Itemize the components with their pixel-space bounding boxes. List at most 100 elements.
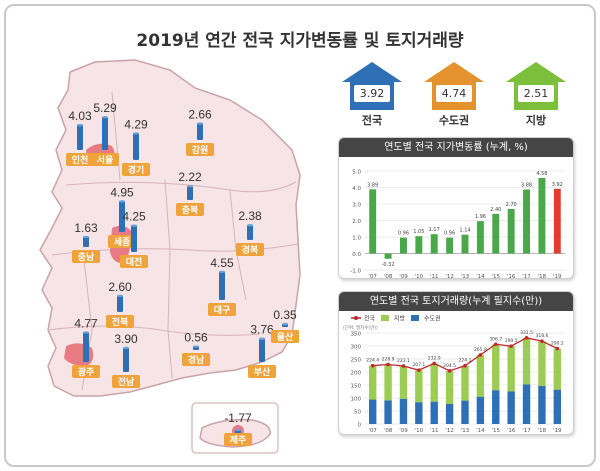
map-value-label: 2.38 [238, 209, 262, 223]
x-tick-label: '16 [507, 428, 516, 434]
bar-capital [492, 390, 500, 424]
bar [492, 213, 500, 254]
line-point [370, 363, 375, 368]
unit-label: (단위: 필지수(만)) [343, 324, 378, 331]
map-region-badge [236, 243, 264, 256]
x-tick-label: '09 [399, 274, 408, 279]
map-region-label: 대구 [214, 304, 231, 316]
data-label: 265.8 [474, 347, 487, 353]
bar-local [445, 370, 454, 404]
bar-local [538, 341, 546, 386]
map-value-label: 4.77 [74, 316, 98, 330]
line-point [509, 344, 513, 348]
map-region-label: 부산 [254, 366, 271, 378]
bar-capital [445, 403, 454, 424]
y-tick-label: -1.0 [350, 269, 361, 275]
bar-capital [384, 400, 392, 424]
bar [553, 188, 561, 254]
x-tick-label: '16 [507, 274, 516, 279]
data-label: 1.96 [475, 214, 486, 220]
data-label: 224.1 [459, 358, 472, 364]
map-region-label: 전남 [118, 376, 135, 388]
bar-capital [507, 391, 515, 424]
data-label: 207.1 [412, 362, 425, 368]
map-region-label: 충남 [78, 251, 95, 263]
bar-local [369, 365, 377, 400]
bar [538, 177, 546, 254]
bar [430, 234, 438, 254]
map-value-label: 4.25 [122, 210, 146, 224]
line-point [524, 336, 529, 340]
x-tick-label: '19 [553, 274, 562, 279]
map-region-label: 대전 [126, 256, 143, 268]
y-tick-label: 2.0 [352, 219, 361, 225]
bar-local [461, 365, 469, 401]
map-region-badge [72, 365, 100, 378]
data-label: 224.4 [366, 358, 379, 364]
bar [461, 234, 469, 254]
map-region-badge [176, 203, 204, 216]
map-region-badge [91, 153, 119, 166]
line-point [417, 368, 421, 372]
x-tick-label: '11 [430, 274, 439, 279]
line-point [432, 361, 437, 366]
land-trade-bar-chart: 전국 지방 수도권 (단위: 필지수(만))350 300 250 200 150 100 50 0… [343, 315, 565, 434]
map-region-badge [72, 250, 100, 263]
x-tick-label: '11 [430, 428, 439, 434]
y-tick-label: 300 [351, 345, 362, 351]
bar [523, 189, 530, 254]
x-tick-label: '19 [553, 428, 562, 434]
map-region-label: 충북 [182, 204, 199, 216]
map-region-label: 경기 [128, 164, 145, 176]
map-region-label: 인천 [72, 155, 89, 166]
land-price-chart-card: 연도별 전국 지가변동률 (누계, %) 5.0 4.0 3.0 2.0 1.0 0.0 -… [338, 137, 574, 279]
bar-local [507, 346, 515, 392]
bar-local [522, 337, 531, 385]
bar [400, 237, 407, 254]
x-tick-label: '09 [399, 428, 408, 434]
map-value-label: 3.76 [250, 323, 274, 337]
data-label: 1.05 [413, 229, 424, 235]
data-label: 3.88 [521, 182, 532, 188]
x-tick-label: '12 [445, 274, 454, 279]
bar-local [476, 354, 485, 397]
summary-capital-label: 수도권 [438, 114, 470, 127]
summary-local-value: 2.51 [518, 85, 554, 102]
bar-capital [553, 389, 561, 424]
x-tick-label: '08 [384, 274, 393, 279]
map-region-label: 서울 [97, 154, 114, 166]
bar-local [430, 363, 438, 402]
legend-label: 수도권 [424, 315, 441, 323]
data-label: 232.9 [428, 355, 441, 361]
x-tick-label: '07 [368, 274, 377, 279]
bar-capital [461, 400, 469, 424]
map-region-badge [224, 433, 252, 446]
map-value-label: 1.63 [74, 221, 98, 235]
legend-swatch [411, 315, 419, 321]
map-region-badge [66, 153, 94, 166]
map-value-label: 2.22 [178, 170, 202, 184]
y-tick-label: 1.0 [352, 236, 361, 242]
data-label: 0.96 [398, 231, 409, 237]
bar-local [492, 344, 500, 391]
data-label: 204.5 [443, 363, 456, 369]
bar-capital [476, 396, 485, 424]
x-tick-label: '12 [445, 428, 454, 434]
x-tick-label: '10 [415, 428, 424, 434]
bar [415, 236, 423, 254]
summary-national: 3.92 전국 [340, 66, 404, 127]
x-tick-label: '18 [538, 428, 547, 434]
map-region-label: 강원 [192, 144, 209, 156]
data-label: 318.6 [535, 333, 548, 339]
summary-national-value: 3.92 [354, 85, 390, 102]
data-label: 0.96 [444, 231, 455, 237]
map-value-label: 4.03 [68, 109, 92, 123]
data-label: 228.9 [382, 356, 395, 362]
data-label: 290.2 [551, 341, 564, 347]
land-price-chart-title: 연도별 전국 지가변동률 (누계, %) [339, 138, 573, 157]
data-label: 299.5 [505, 338, 518, 344]
data-label: 3.89 [367, 182, 378, 188]
legend-label: 전국 [364, 315, 376, 323]
data-label: 1.14 [459, 228, 470, 234]
